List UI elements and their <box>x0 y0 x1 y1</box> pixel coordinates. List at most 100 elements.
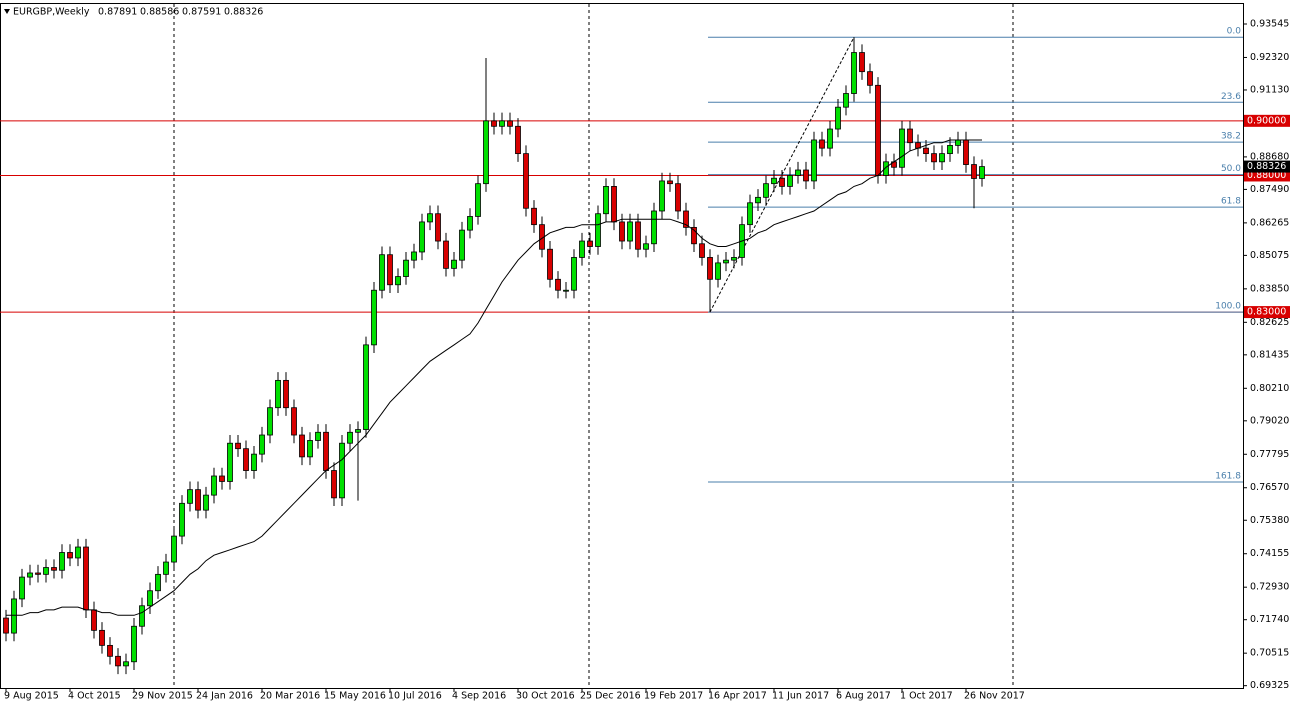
candle-body <box>467 216 473 231</box>
x-tick-label: 6 Aug 2017 <box>836 691 891 702</box>
candle-body <box>283 379 289 409</box>
candle-body <box>307 440 313 458</box>
fib-label: 23.6 <box>1221 92 1241 102</box>
candle-body <box>643 243 649 250</box>
x-tick-label: 24 Jan 2016 <box>196 691 253 702</box>
candle-body <box>979 166 985 179</box>
candle-body <box>731 257 737 261</box>
candle-body <box>139 605 145 627</box>
candle-body <box>291 407 297 436</box>
x-tick-label: 26 Nov 2017 <box>964 691 1025 702</box>
candle-body <box>955 139 961 146</box>
candle-body <box>899 128 905 168</box>
y-tick-label: 0.70515 <box>1250 648 1289 659</box>
price-line-box <box>1244 114 1290 127</box>
candle-body <box>379 254 385 291</box>
candle-body <box>3 617 9 634</box>
candle-body <box>875 84 881 176</box>
fib-label: 0.0 <box>1227 27 1242 37</box>
fib-label: 61.8 <box>1221 197 1241 207</box>
x-tick-label: 19 Feb 2017 <box>644 691 703 702</box>
y-tick-label: 0.93545 <box>1250 18 1289 29</box>
y-tick-label: 0.69325 <box>1250 680 1289 691</box>
y-tick-label: 0.82625 <box>1250 317 1289 328</box>
candle-body <box>83 546 89 611</box>
candle-body <box>155 573 161 592</box>
candle-body <box>563 289 569 292</box>
candle-body <box>595 213 601 247</box>
y-tick-label: 0.85075 <box>1250 250 1289 261</box>
candle-body <box>627 221 633 242</box>
candle-body <box>707 257 713 280</box>
x-tick-label: 16 Apr 2017 <box>708 691 767 702</box>
plot-frame <box>0 3 1244 689</box>
candle-body <box>675 183 681 212</box>
header-high: 0.88586 <box>140 7 179 18</box>
price-line-label: 0.83000 <box>1247 307 1286 318</box>
candle-body <box>939 153 945 163</box>
candle-body <box>691 226 697 245</box>
candle-body <box>851 52 857 94</box>
candle-body <box>99 629 105 646</box>
candle-body <box>395 276 401 286</box>
candle-body <box>35 572 41 575</box>
candle-body <box>411 251 417 261</box>
candle-body <box>299 434 305 458</box>
candle-body <box>723 259 729 264</box>
fib-label: 50.0 <box>1221 164 1241 174</box>
candle-body <box>587 240 593 247</box>
candle-body <box>435 213 441 242</box>
x-tick-label: 15 May 2016 <box>324 691 386 702</box>
header-arrow <box>4 9 10 14</box>
x-tick-label: 25 Dec 2016 <box>580 691 641 702</box>
y-tick-label: 0.77795 <box>1250 449 1289 460</box>
candle-body <box>347 431 353 444</box>
candle-body <box>203 494 209 511</box>
candle-body <box>107 644 113 657</box>
candle-body <box>499 120 505 127</box>
y-tick-label: 0.79020 <box>1250 415 1289 426</box>
candle-body <box>931 153 937 163</box>
candle-body <box>59 552 65 571</box>
candle-body <box>147 590 153 607</box>
header-open: 0.87891 <box>98 7 137 18</box>
candle-body <box>115 655 121 667</box>
x-tick-label: 10 Jul 2016 <box>388 691 442 702</box>
candle-body <box>651 210 657 245</box>
candle-body <box>131 625 137 663</box>
candle-body <box>11 598 17 634</box>
candle-body <box>667 180 673 185</box>
candle-body <box>67 552 73 559</box>
candle-body <box>947 145 953 155</box>
header-low: 0.87591 <box>182 7 221 18</box>
candle-body <box>867 71 873 86</box>
price-line-label: 0.90000 <box>1247 115 1286 126</box>
candle-body <box>747 202 753 226</box>
candle-body <box>555 278 561 291</box>
fib-label: 161.8 <box>1215 472 1241 482</box>
price-line-box <box>1244 306 1290 319</box>
candle-body <box>19 576 25 600</box>
candle-body <box>243 448 249 471</box>
candle-body <box>619 221 625 242</box>
candle-body <box>811 139 817 182</box>
candle-body <box>227 442 233 482</box>
candle-body <box>659 180 665 212</box>
candle-body <box>635 221 641 250</box>
candle-body <box>523 153 529 209</box>
y-tick-label: 0.75380 <box>1250 515 1289 526</box>
candle-body <box>923 147 929 155</box>
candle-body <box>803 169 809 182</box>
candle-body <box>827 128 833 149</box>
x-tick-label: 11 Jun 2017 <box>772 691 829 702</box>
y-tick-label: 0.88680 <box>1250 151 1289 162</box>
candle-body <box>779 177 785 187</box>
candle-body <box>387 254 393 286</box>
x-tick-label: 9 Aug 2015 <box>4 691 59 702</box>
y-tick-label: 0.76570 <box>1250 482 1289 493</box>
candle-body <box>323 431 329 471</box>
candle-body <box>419 221 425 253</box>
candle-body <box>123 661 129 667</box>
candle-body <box>315 431 321 441</box>
